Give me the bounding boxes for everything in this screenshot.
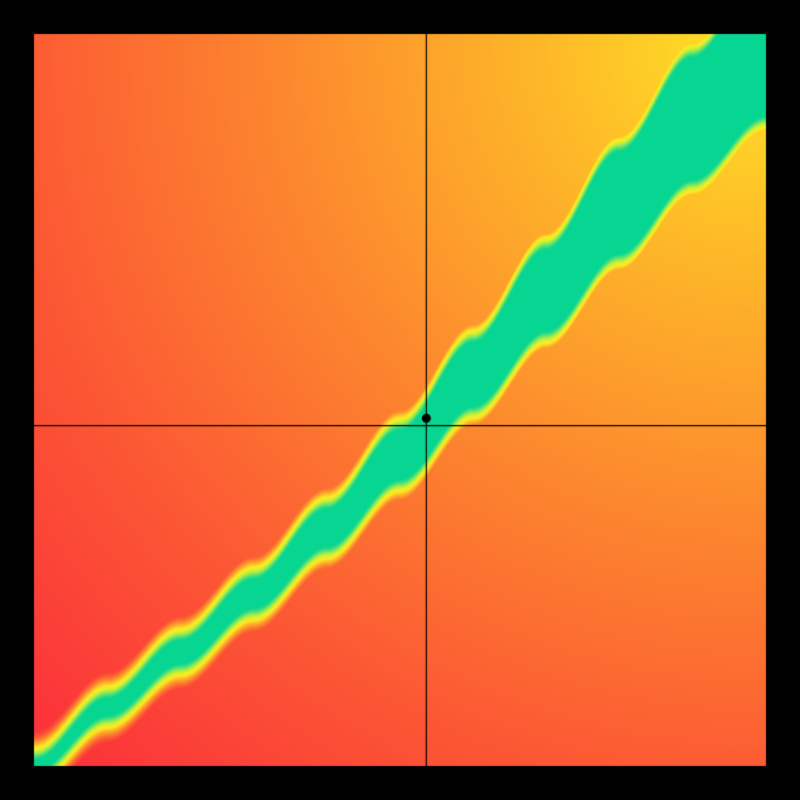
- chart-container: TheBottleneck.com: [0, 0, 800, 800]
- watermark-label: TheBottleneck.com: [554, 4, 760, 30]
- bottleneck-heatmap: [0, 0, 800, 800]
